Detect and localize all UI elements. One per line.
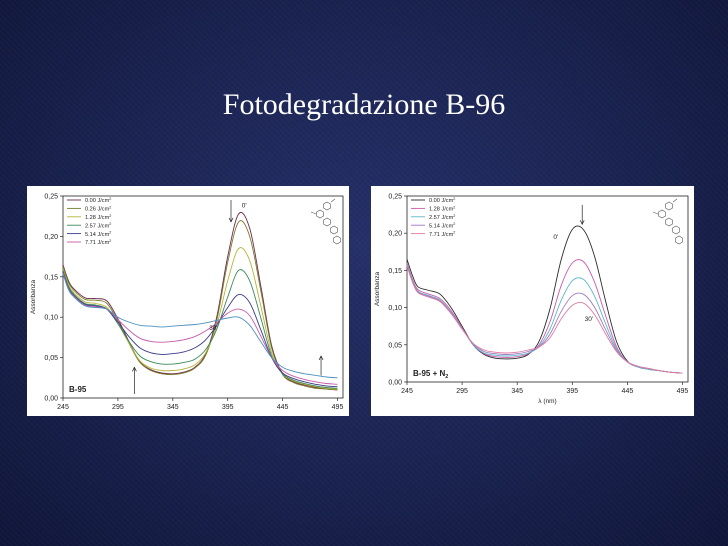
series-line-0: [62, 211, 338, 391]
plot-frame: [406, 195, 689, 383]
chart-panel-right: 0,00 0,05 0,10 0,15 0,20 0,25 245 295 345 395 445 4…: [371, 186, 694, 416]
series-line-3: [406, 265, 683, 374]
x-tick-label: 295: [456, 388, 468, 395]
y-tick-label: 0,00: [44, 396, 58, 403]
series-line-4: [406, 265, 683, 374]
y-tick-label: 0,05: [44, 355, 58, 362]
legend-entry: 5.14 J/cm2: [429, 222, 455, 229]
y-tick-label: 0,20: [388, 231, 402, 238]
series-line-3: [62, 269, 338, 389]
y-axis-label: Assorbanza: [374, 271, 381, 306]
y-tick-label: 0,05: [388, 342, 402, 349]
y-tick-label: 0,00: [388, 380, 402, 387]
x-tick-label: 495: [677, 388, 689, 395]
y-axis-label: Assorbanza: [30, 279, 37, 314]
legend-entry: 0.26 J/cm2: [85, 205, 111, 212]
y-tick-label: 0,10: [388, 305, 402, 312]
y-tick-label: 0,20: [44, 234, 58, 241]
arrow-head: [228, 217, 234, 223]
legend-entry: 7.71 J/cm2: [85, 239, 111, 246]
legend-entry: 1.28 J/cm2: [85, 214, 111, 221]
annotation-label: 30': [209, 325, 217, 332]
x-tick-label: 245: [57, 404, 69, 411]
y-tick-label: 0,25: [388, 194, 402, 201]
x-tick-label: 345: [167, 404, 179, 411]
sample-label: B-95: [69, 385, 87, 394]
x-tick-label: 495: [332, 404, 344, 411]
x-tick-label: 245: [401, 388, 413, 395]
molecule-structure-icon: [652, 198, 683, 245]
series-line-4: [62, 271, 338, 388]
x-tick-label: 345: [511, 388, 523, 395]
x-tick-label: 395: [222, 404, 234, 411]
y-tick-label: 0,25: [44, 194, 58, 201]
y-tick-label: 0,15: [388, 268, 402, 275]
x-axis-label: λ (nm): [538, 398, 556, 405]
y-tick-label: 0,15: [44, 274, 58, 281]
series-line-1: [62, 220, 338, 391]
y-tick-label: 0,10: [44, 315, 58, 322]
legend-entry: 2.57 J/cm2: [85, 222, 111, 229]
annotation-label: 0': [553, 234, 558, 241]
molecule-structure-icon: [310, 198, 341, 245]
chart-panel-left: 0,00 0,05 0,10 0,15 0,20 0,25 245 295 345 395 445 4…: [27, 186, 349, 416]
arrow-head: [318, 355, 324, 361]
legend-entry: 1.28 J/cm2: [429, 205, 455, 212]
legend-entry: 5.14 J/cm2: [85, 231, 111, 238]
legend-entry: 2.57 J/cm2: [429, 214, 455, 221]
series-line-5: [62, 272, 338, 385]
series-line-2: [62, 247, 338, 390]
sample-label: B-95 + N2: [413, 369, 448, 380]
x-tick-label: 445: [277, 404, 289, 411]
legend-entry: 0.00 J/cm2: [85, 197, 111, 204]
annotation-label: 0': [242, 202, 247, 209]
x-tick-label: 395: [566, 388, 578, 395]
arrow-head: [579, 220, 585, 226]
chart-left: 0,00 0,05 0,10 0,15 0,20 0,25 245 295 345 395 445 4…: [30, 194, 344, 412]
series-line-2: [406, 264, 683, 374]
annotation-label: 30': [585, 316, 593, 323]
legend-entry: 7.71 J/cm2: [429, 231, 455, 238]
series-line-1: [406, 259, 683, 374]
chart-right: 0,00 0,05 0,10 0,15 0,20 0,25 245 295 345 395 445 4…: [374, 194, 689, 406]
arrow-head: [132, 366, 137, 372]
series-line-0: [406, 225, 683, 374]
x-tick-label: 295: [112, 404, 124, 411]
plot-frame: [62, 195, 344, 399]
slide-title: Fotodegradazione B-96: [222, 88, 506, 121]
x-tick-label: 445: [622, 388, 634, 395]
series-line-6: [62, 273, 338, 379]
legend-entry: 0.00 J/cm2: [429, 197, 455, 204]
